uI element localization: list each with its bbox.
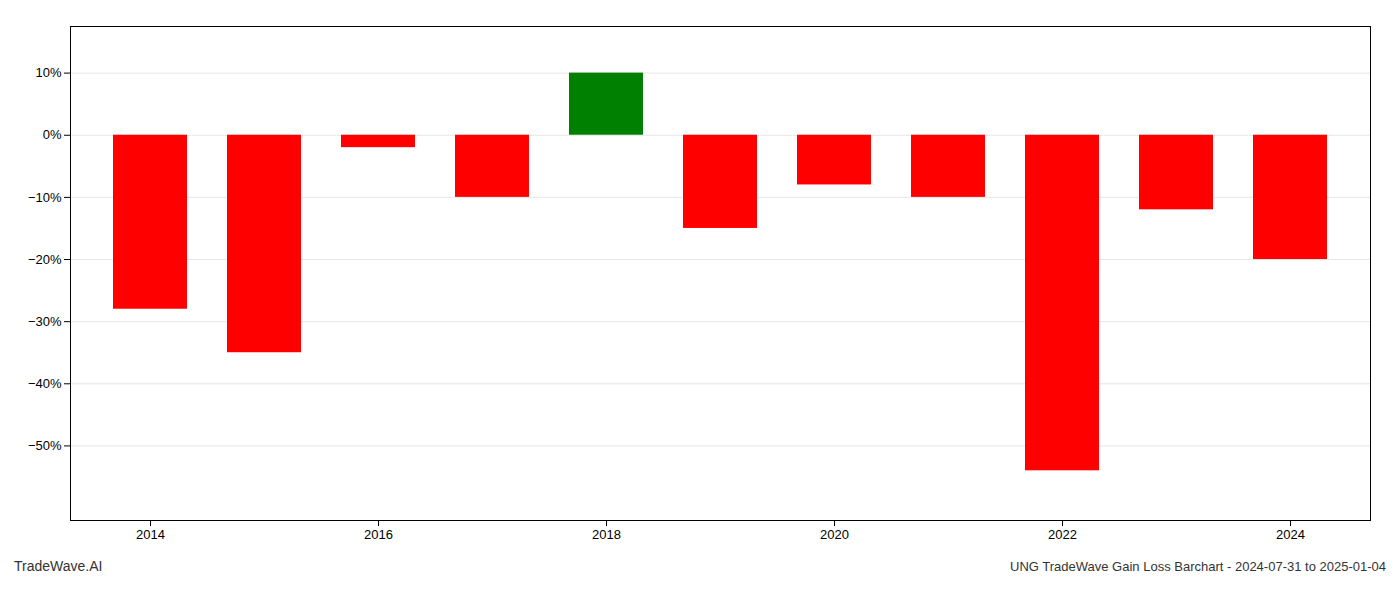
svg-text:2020: 2020 xyxy=(820,527,849,542)
html-text:TradeWave.AI: TradeWave.AI xyxy=(14,558,103,574)
svg-text:2018: 2018 xyxy=(592,527,621,542)
svg-text:10%: 10% xyxy=(35,65,61,80)
svg-text:0%: 0% xyxy=(43,127,62,142)
svg-text:−10%: −10% xyxy=(28,190,62,205)
svg-text:−20%: −20% xyxy=(28,252,62,267)
svg-text:−30%: −30% xyxy=(28,314,62,329)
svg-text:−40%: −40% xyxy=(28,376,62,391)
svg-text:−50%: −50% xyxy=(28,438,62,453)
html-text:UNG TradeWave Gain Loss Barcha: UNG TradeWave Gain Loss Barchart - 2024-… xyxy=(1010,559,1386,574)
svg-text:2014: 2014 xyxy=(136,527,165,542)
svg-text:2016: 2016 xyxy=(364,527,393,542)
svg-text:2024: 2024 xyxy=(1276,527,1305,542)
svg-text:2022: 2022 xyxy=(1048,527,1077,542)
